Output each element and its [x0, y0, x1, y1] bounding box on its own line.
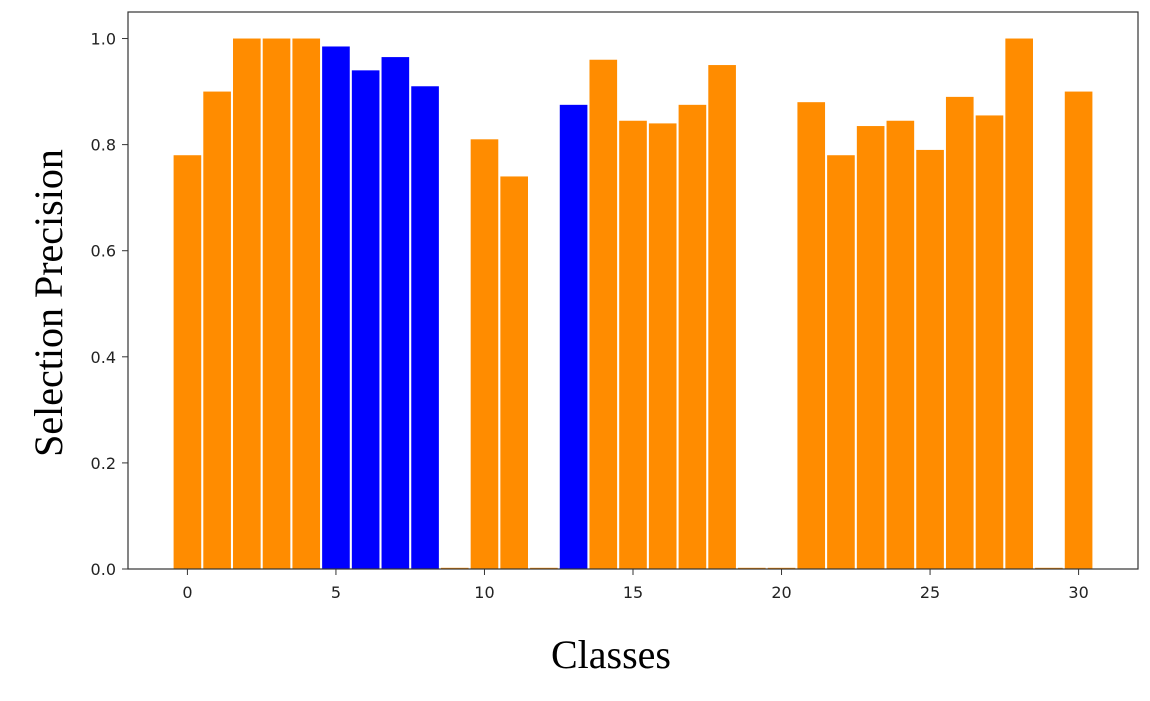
bar-class-14 — [589, 59, 618, 570]
bar-class-24 — [886, 120, 915, 569]
bar-class-3 — [262, 38, 291, 569]
bar-class-26 — [945, 96, 974, 569]
x-axis-title: Classes — [551, 632, 671, 677]
bar-class-22 — [827, 155, 855, 570]
x-tick-label: 30 — [1068, 583, 1088, 602]
y-axis-title: Selection Precision — [26, 149, 71, 457]
bar-class-17 — [678, 104, 707, 569]
x-tick-label: 25 — [920, 583, 940, 602]
y-tick-label: 1.0 — [91, 30, 116, 49]
bar-class-0 — [173, 155, 202, 570]
bar-class-10 — [470, 139, 499, 569]
x-tick-label: 0 — [182, 583, 192, 602]
y-tick-label: 0.2 — [91, 454, 116, 473]
bar-class-8 — [411, 86, 439, 570]
x-tick-label: 20 — [771, 583, 791, 602]
x-tick-label: 15 — [623, 583, 643, 602]
y-tick-label: 0.4 — [91, 348, 116, 367]
y-tick-label: 0.8 — [91, 136, 116, 155]
bar-class-2 — [233, 38, 261, 569]
x-tick-label: 5 — [331, 583, 341, 602]
bar-class-5 — [322, 46, 350, 570]
bar-class-6 — [351, 70, 380, 569]
bars-group — [173, 38, 1093, 570]
bar-class-27 — [975, 115, 1004, 569]
bar-class-25 — [916, 149, 944, 570]
y-ticks-group: 0.0 0.2 0.4 0.6 0.8 1.0 — [91, 30, 128, 579]
x-ticks-group: 0 5 10 15 20 25 30 — [182, 569, 1089, 602]
bar-class-4 — [292, 38, 321, 569]
bar-class-18 — [708, 65, 736, 570]
bar-class-23 — [856, 126, 885, 570]
bar-class-13 — [559, 104, 588, 569]
bar-class-11 — [500, 176, 528, 569]
bar-class-7 — [381, 57, 410, 570]
bar-class-16 — [648, 123, 677, 570]
x-tick-label: 10 — [474, 583, 494, 602]
bar-class-1 — [203, 91, 231, 569]
bar-class-28 — [1005, 38, 1033, 569]
bar-class-30 — [1064, 91, 1093, 569]
bar-class-21 — [797, 102, 826, 570]
y-tick-label: 0.0 — [91, 560, 116, 579]
y-tick-label: 0.6 — [91, 242, 116, 261]
bar-class-15 — [619, 120, 647, 569]
